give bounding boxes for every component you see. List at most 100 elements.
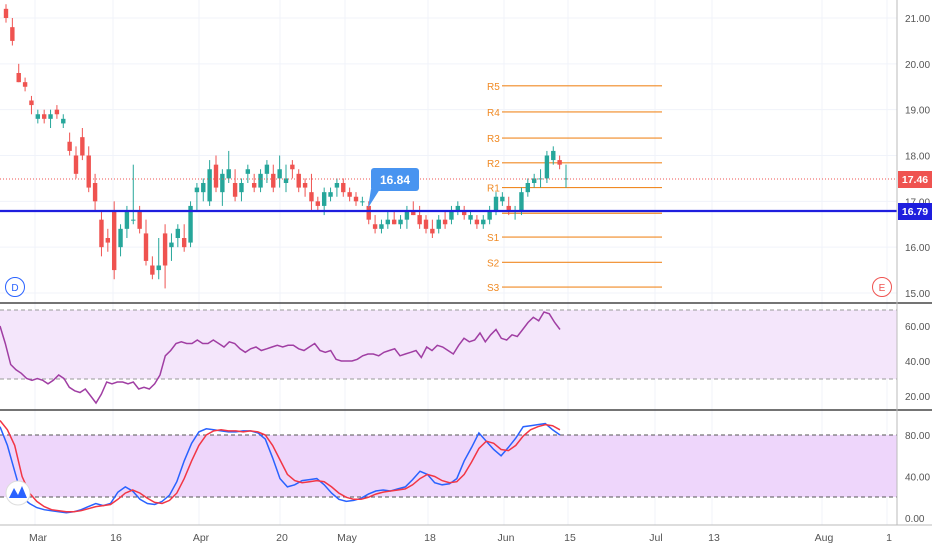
candle-body [436, 219, 441, 229]
candle-body [493, 196, 499, 211]
stochastic-axis-tick: 80.00 [905, 431, 930, 442]
candle-body [169, 242, 174, 248]
candle-body [404, 210, 410, 220]
callout-label: 16.84 [380, 173, 410, 187]
stochastic-k-line [0, 422, 561, 514]
price-panel[interactable]: R5 R4 R3 R2 R1 S1 S2 S3 16.84 D E [0, 4, 897, 297]
candle-body [54, 109, 60, 115]
candle-body [277, 169, 282, 179]
candle-body [551, 150, 556, 161]
candle-body [557, 160, 562, 165]
x-axis-tick: May [337, 532, 358, 544]
rsi-axis-tick: 20.00 [905, 392, 930, 403]
candle-body [131, 219, 136, 221]
stochastic-band [0, 435, 897, 497]
candle-body [309, 192, 314, 202]
rsi-axis-tick: 40.00 [905, 357, 930, 368]
badge-e[interactable]: E [872, 277, 892, 297]
horizontal-line-price-label: 16.79 [898, 203, 932, 220]
candle-body [430, 228, 435, 234]
candle-body [315, 201, 321, 206]
candles [3, 4, 569, 289]
x-axis-tick: 16 [110, 532, 122, 544]
x-axis-tick: 13 [708, 532, 720, 544]
candle-body [61, 118, 66, 124]
logo-icon [9, 486, 27, 498]
x-axis[interactable]: Mar 16 Apr 20 May 18 Jun 15 Jul 13 Aug 1 [29, 532, 892, 544]
candle-body [67, 141, 72, 151]
candle-body [226, 169, 231, 179]
candle-body [531, 178, 537, 183]
y-axis[interactable]: 21.00 20.00 19.00 18.00 17.00 16.00 15.00 60.00… [905, 14, 930, 525]
stochastic-panel[interactable] [0, 420, 897, 514]
pivot-label-r1: R1 [487, 184, 500, 195]
rsi-axis-tick: 60.00 [905, 322, 930, 333]
candle-body [124, 210, 130, 229]
candle-body [245, 169, 251, 174]
price-callout[interactable]: 16.84 [368, 168, 419, 208]
logo-circle [5, 480, 31, 506]
price-axis-tick: 19.00 [905, 106, 930, 117]
callout-pointer [368, 189, 380, 208]
candle-body [239, 183, 244, 193]
candle-body [455, 205, 461, 211]
candle-body [29, 100, 34, 106]
candle-body [137, 210, 142, 229]
candle-body [48, 114, 53, 119]
price-axis-tick: 20.00 [905, 60, 930, 71]
horizontal-line-price-label-text: 16.79 [902, 206, 928, 218]
x-axis-tick: Jul [649, 532, 662, 544]
price-axis-tick: 21.00 [905, 14, 930, 25]
candle-body [506, 205, 511, 211]
candle-body [181, 238, 187, 248]
rsi-panel[interactable] [0, 309, 897, 405]
candle-body [544, 155, 550, 179]
candle-body [385, 219, 391, 225]
candle-body [563, 178, 569, 180]
candle-body [302, 183, 308, 188]
candle-body [372, 224, 378, 229]
badge-d-circle [5, 277, 25, 297]
badge-d-label: D [11, 283, 18, 294]
candle-body [156, 265, 161, 271]
badge-e-circle [872, 277, 892, 297]
candle-body [73, 155, 79, 174]
pivot-label-s2: S2 [487, 258, 500, 269]
x-axis-tick: Jun [498, 532, 515, 544]
candle-body [481, 219, 486, 225]
pivot-lines: R5 R4 R3 R2 R1 S1 S2 S3 [487, 82, 662, 294]
candle-body [220, 173, 225, 193]
candle-body [487, 210, 492, 220]
candle-body [525, 183, 531, 193]
last-price-label: 17.46 [898, 171, 932, 188]
badge-d[interactable]: D [5, 277, 25, 297]
candle-body [290, 164, 295, 170]
candle-body [3, 8, 9, 18]
candle-body [41, 114, 47, 119]
candle-body [213, 164, 219, 188]
logo[interactable] [5, 480, 31, 506]
candle-body [86, 155, 91, 188]
candle-body [150, 265, 155, 275]
candle-body [271, 173, 276, 188]
candle-body [143, 233, 149, 261]
candle-body [99, 219, 104, 248]
candle-body [118, 228, 123, 248]
x-axis-tick: 15 [564, 532, 576, 544]
x-axis-tick: 1 [886, 532, 892, 544]
stochastic-d-line [0, 420, 561, 513]
grid-layer [0, 0, 897, 525]
candle-body [22, 82, 28, 87]
candle-body [35, 114, 41, 119]
candle-body [328, 192, 333, 197]
candle-body [10, 27, 15, 41]
candle-body [162, 233, 168, 266]
candle-body [207, 169, 212, 202]
callout-box [371, 168, 419, 191]
stochastic-axis-tick: 0.00 [905, 514, 925, 525]
candle-body [175, 228, 181, 238]
price-axis-tick: 17.00 [905, 197, 930, 208]
candle-body [423, 219, 429, 229]
candle-body [411, 210, 416, 216]
